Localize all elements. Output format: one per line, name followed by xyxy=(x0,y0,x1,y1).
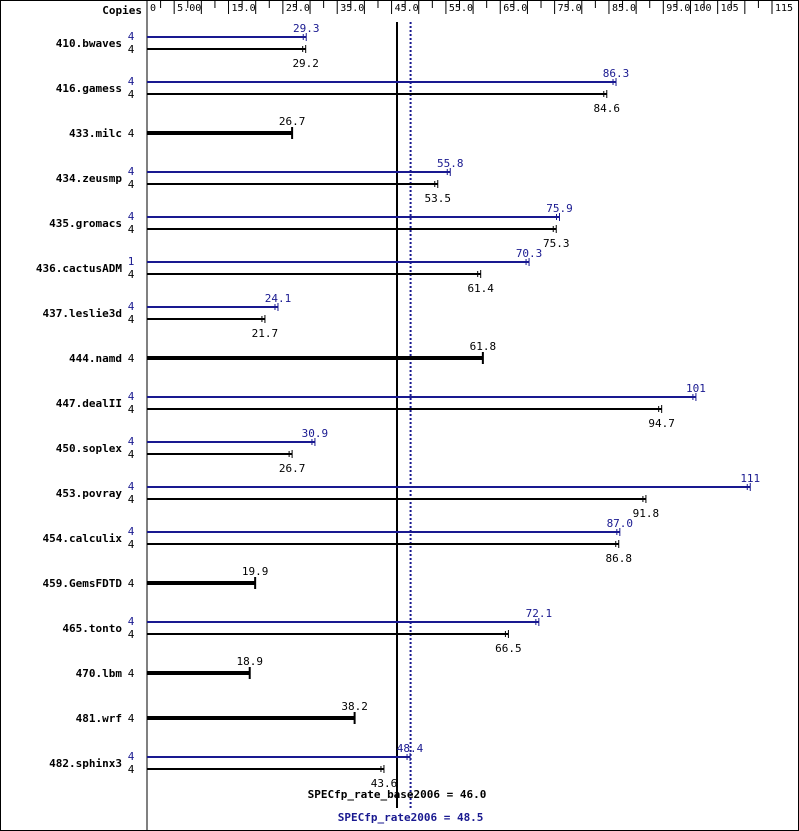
peak-value-label: 70.3 xyxy=(516,247,543,260)
base-value-label: 19.9 xyxy=(242,565,269,578)
base-value-label: 61.8 xyxy=(470,340,497,353)
base-value-label: 26.7 xyxy=(279,115,306,128)
benchmark-name: 410.bwaves xyxy=(56,37,122,50)
benchmark-bars xyxy=(147,33,751,773)
base-copies-label: 4 xyxy=(128,223,135,236)
x-tick-label: 55.0 xyxy=(449,3,473,14)
base-value-label: 38.2 xyxy=(341,700,368,713)
base-value-label: 43.6 xyxy=(371,777,398,790)
x-tick-label: 105 xyxy=(721,3,739,14)
x-tick-label: 5.00 xyxy=(177,3,201,14)
peak-value-label: 48.4 xyxy=(397,742,424,755)
benchmark-name: 436.cactusADM xyxy=(36,262,122,275)
x-axis: Copies 0 5.00 15.0 25.0 35.0 45.0 55.0 65.0 75.0 8… xyxy=(102,0,793,831)
base-copies-label: 4 xyxy=(128,763,135,776)
base-value-label: 75.3 xyxy=(543,237,570,250)
peak-copies-label: 4 xyxy=(128,525,135,538)
benchmark-name: 433.milc xyxy=(69,127,122,140)
x-tick-label: 15.0 xyxy=(232,3,256,14)
base-value-label: 53.5 xyxy=(425,192,452,205)
x-tick-label: 115 xyxy=(775,3,793,14)
benchmark-name: 416.gamess xyxy=(56,82,122,95)
benchmark-name: 434.zeusmp xyxy=(56,172,123,185)
benchmark-name: 437.leslie3d xyxy=(43,307,122,320)
base-value-label: 66.5 xyxy=(495,642,522,655)
peak-copies-label: 4 xyxy=(128,435,135,448)
peak-value-label: 86.3 xyxy=(603,67,630,80)
x-tick-label: 35.0 xyxy=(340,3,364,14)
benchmark-name: 465.tonto xyxy=(62,622,122,635)
benchmark-name: 447.dealII xyxy=(56,397,122,410)
base-value-label: 61.4 xyxy=(467,282,494,295)
x-tick-label: 45.0 xyxy=(395,3,419,14)
base-copies-label: 4 xyxy=(128,88,135,101)
benchmark-name: 482.sphinx3 xyxy=(49,757,122,770)
benchmark-name: 450.soplex xyxy=(56,442,123,455)
base-value-label: 86.8 xyxy=(605,552,632,565)
x-tick-label: 0 xyxy=(150,3,156,14)
peak-value-label: 75.9 xyxy=(546,202,573,215)
base-copies-label: 4 xyxy=(128,493,135,506)
base-copies-label: 4 xyxy=(128,667,135,680)
base-copies-label: 4 xyxy=(128,127,135,140)
base-value-label: 18.9 xyxy=(236,655,263,668)
base-copies-label: 4 xyxy=(128,577,135,590)
x-tick-label: 75.0 xyxy=(558,3,582,14)
peak-value-label: 111 xyxy=(740,472,760,485)
peak-value-label: 24.1 xyxy=(265,292,292,305)
base-value-label: 29.2 xyxy=(292,57,319,70)
base-copies-label: 4 xyxy=(128,178,135,191)
peak-value-label: 29.3 xyxy=(293,22,320,35)
base-copies-label: 4 xyxy=(128,628,135,641)
x-tick-label: 25.0 xyxy=(286,3,310,14)
base-copies-label: 4 xyxy=(128,403,135,416)
peak-copies-label: 4 xyxy=(128,165,135,178)
base-copies-label: 4 xyxy=(128,448,135,461)
peak-value-label: 30.9 xyxy=(302,427,329,440)
base-copies-label: 4 xyxy=(128,352,135,365)
base-copies-label: 4 xyxy=(128,538,135,551)
peak-copies-label: 4 xyxy=(128,30,135,43)
base-copies-label: 4 xyxy=(128,268,135,281)
peak-value-label: 72.1 xyxy=(526,607,553,620)
peak-value-label: 87.0 xyxy=(607,517,634,530)
base-value-label: 94.7 xyxy=(648,417,675,430)
benchmark-labels: 410.bwaves 4 29.3 4 29.2 416.gamess 4 86.3 4 84.6… xyxy=(36,22,760,790)
benchmark-name: 470.lbm xyxy=(76,667,123,680)
benchmark-name: 453.povray xyxy=(56,487,123,500)
base-value-label: 91.8 xyxy=(633,507,660,520)
benchmark-name: 435.gromacs xyxy=(49,217,122,230)
x-tick-label: 100 xyxy=(693,3,711,14)
mean-lines: SPECfp_rate_base2006 = 46.0 SPECfp_rate20… xyxy=(308,22,487,824)
peak-copies-label: 4 xyxy=(128,390,135,403)
x-tick-label: 65.0 xyxy=(503,3,527,14)
base-value-label: 21.7 xyxy=(252,327,279,340)
benchmark-name: 444.namd xyxy=(69,352,122,365)
x-tick-label: 85.0 xyxy=(612,3,636,14)
copies-header: Copies xyxy=(102,4,142,17)
benchmark-name: 481.wrf xyxy=(76,712,122,725)
peak-copies-label: 4 xyxy=(128,300,135,313)
base-value-label: 84.6 xyxy=(594,102,621,115)
base-value-label: 26.7 xyxy=(279,462,306,475)
peak-copies-label: 4 xyxy=(128,75,135,88)
peak-copies-label: 4 xyxy=(128,615,135,628)
peak-value-label: 101 xyxy=(686,382,706,395)
base-mean-label: SPECfp_rate_base2006 = 46.0 xyxy=(308,788,487,801)
peak-copies-label: 4 xyxy=(128,750,135,763)
peak-value-label: 55.8 xyxy=(437,157,464,170)
peak-copies-label: 1 xyxy=(128,255,135,268)
peak-copies-label: 4 xyxy=(128,480,135,493)
x-tick-label: 95.0 xyxy=(666,3,690,14)
base-copies-label: 4 xyxy=(128,43,135,56)
benchmark-name: 459.GemsFDTD xyxy=(43,577,123,590)
benchmark-name: 454.calculix xyxy=(43,532,123,545)
peak-copies-label: 4 xyxy=(128,210,135,223)
peak-mean-label: SPECfp_rate2006 = 48.5 xyxy=(338,811,484,824)
base-copies-label: 4 xyxy=(128,712,135,725)
base-copies-label: 4 xyxy=(128,313,135,326)
